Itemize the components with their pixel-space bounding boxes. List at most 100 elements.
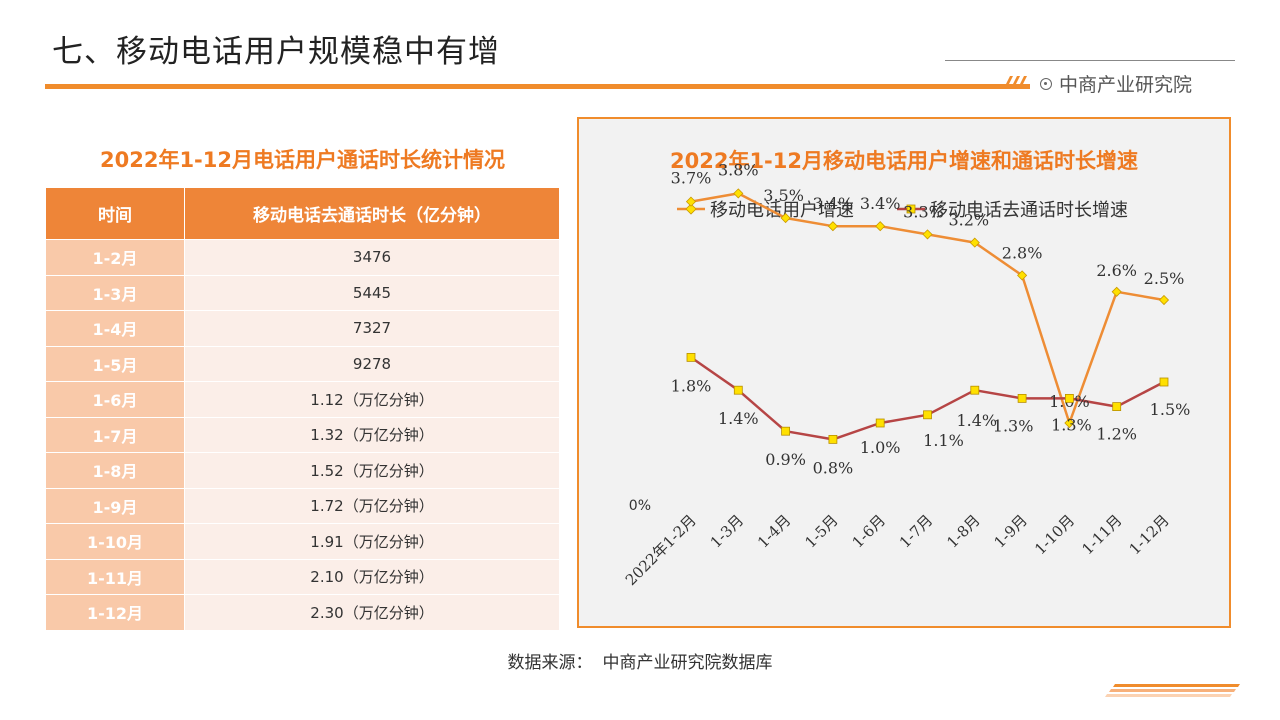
data-point bbox=[1064, 393, 1074, 403]
table-row: 1-9月 1.72（万亿分钟） bbox=[45, 487, 560, 524]
row-duration-value: 1.12（万亿分钟） bbox=[184, 381, 560, 418]
row-duration-value: 1.52（万亿分钟） bbox=[184, 452, 560, 489]
title-underline bbox=[45, 84, 1030, 89]
data-label: 3.7% bbox=[671, 169, 712, 188]
data-label: 0.8% bbox=[813, 458, 854, 477]
row-month: 1-4月 bbox=[45, 310, 185, 347]
row-month: 1-9月 bbox=[45, 487, 185, 524]
data-point bbox=[923, 410, 932, 420]
data-label: 2.6% bbox=[1096, 261, 1137, 280]
row-duration-value: 5445 bbox=[184, 274, 560, 311]
data-source: 数据来源： 中商产业研究院数据库 bbox=[0, 648, 1280, 673]
row-duration-value: 9278 bbox=[184, 345, 560, 382]
table-row: 1-5月 9278 bbox=[45, 345, 560, 382]
data-label: 1.3% bbox=[993, 416, 1034, 435]
table-row: 1-8月 1.52（万亿分钟） bbox=[45, 452, 560, 489]
data-label: 2.5% bbox=[1144, 269, 1185, 288]
table-row: 1-10月 1.91（万亿分钟） bbox=[45, 523, 560, 560]
legend-label-duration-growth: 移动电话去通话时长增速 bbox=[930, 200, 1128, 221]
x-tick-label: 1-7月 bbox=[896, 511, 936, 551]
data-point bbox=[781, 426, 791, 436]
header-stripes bbox=[1004, 76, 1027, 88]
data-label: 3.2% bbox=[948, 211, 989, 230]
series-line bbox=[690, 192, 1165, 425]
data-point bbox=[780, 212, 791, 224]
table-row: 1-7月 1.32（万亿分钟） bbox=[45, 416, 560, 453]
table-row: 1-11月 2.10（万亿分钟） bbox=[45, 558, 560, 595]
plot-area: 3.7%3.8%3.5%3.4%3.4%3.3%3.2%2.8%1.0%2.6%… bbox=[622, 160, 1191, 589]
data-point bbox=[828, 434, 838, 444]
brand-circle-icon bbox=[1040, 77, 1052, 90]
x-tick-label: 1-6月 bbox=[849, 511, 889, 551]
data-point bbox=[1111, 286, 1122, 297]
row-month: 1-11月 bbox=[45, 558, 185, 595]
row-duration-value: 3476 bbox=[184, 239, 560, 276]
x-tick-label: 2022年1-2月 bbox=[622, 511, 700, 589]
table-header-time: 时间 bbox=[45, 187, 185, 240]
data-point bbox=[875, 221, 886, 232]
source-label: 数据来源： bbox=[507, 653, 593, 673]
brand-logo: 中商产业研究院 bbox=[1040, 70, 1192, 97]
header-thin-rule bbox=[945, 60, 1235, 61]
row-month: 1-3月 bbox=[45, 274, 185, 311]
row-duration-value: 1.72（万亿分钟） bbox=[184, 487, 560, 524]
row-duration-value: 2.30（万亿分钟） bbox=[184, 594, 560, 631]
legend-label-user-growth: 移动电话用户增速 bbox=[710, 200, 854, 221]
page-title: 七、移动电话用户规模稳中有增 bbox=[52, 34, 500, 70]
row-month: 1-7月 bbox=[45, 416, 185, 453]
data-point bbox=[875, 418, 885, 428]
row-month: 1-6月 bbox=[45, 381, 185, 418]
data-point bbox=[1017, 393, 1027, 403]
data-label: 0.9% bbox=[765, 450, 806, 469]
data-label: 1.2% bbox=[1096, 425, 1137, 444]
data-label: 1.4% bbox=[956, 411, 997, 430]
data-label: 1.0% bbox=[860, 438, 901, 457]
data-point bbox=[1017, 270, 1028, 281]
y-axis-zero-label: 0% bbox=[629, 498, 651, 514]
data-point bbox=[1112, 402, 1122, 412]
table-body: 1-2月 3476 1-3月 5445 1-4月 7327 1-5月 9278 1-6月 1.12… bbox=[45, 239, 560, 631]
table-header-row: 时间 移动电话去通话时长（亿分钟） bbox=[45, 187, 560, 240]
call-duration-table: 时间 移动电话去通话时长（亿分钟） 1-2月 3476 1-3月 5445 1-4月 73… bbox=[45, 187, 560, 631]
row-month: 1-10月 bbox=[45, 523, 185, 560]
row-duration-value: 1.32（万亿分钟） bbox=[184, 416, 560, 453]
table-header-duration: 移动电话去通话时长（亿分钟） bbox=[184, 187, 560, 240]
legend-marker-duration-growth bbox=[906, 204, 916, 214]
x-tick-label: 1-10月 bbox=[1031, 511, 1078, 558]
table-title: 2022年1-12月电话用户通话时长统计情况 bbox=[100, 148, 505, 172]
chart-panel: 2022年1-12月移动电话用户增速和通话时长增速 移动电话用户增速 移动电话去… bbox=[577, 117, 1231, 628]
row-month: 1-2月 bbox=[45, 239, 185, 276]
x-tick-label: 1-12月 bbox=[1126, 511, 1173, 558]
data-point bbox=[733, 385, 743, 395]
data-point bbox=[1064, 417, 1075, 429]
data-point bbox=[686, 352, 696, 362]
row-month: 1-5月 bbox=[45, 345, 185, 382]
chart-title: 2022年1-12月移动电话用户增速和通话时长增速 bbox=[670, 149, 1138, 173]
table-row: 1-3月 5445 bbox=[45, 274, 560, 311]
data-point bbox=[1158, 294, 1170, 306]
table-row: 1-4月 7327 bbox=[45, 310, 560, 347]
data-label: 1.5% bbox=[1150, 400, 1191, 419]
x-tick-label: 1-9月 bbox=[991, 511, 1031, 551]
data-label: 1.8% bbox=[671, 376, 712, 395]
brand-name: 中商产业研究院 bbox=[1059, 74, 1193, 96]
data-label: 3.4% bbox=[860, 194, 901, 213]
x-tick-label: 1-3月 bbox=[707, 511, 747, 551]
x-tick-label: 1-11月 bbox=[1078, 511, 1125, 558]
corner-stripes bbox=[1105, 684, 1240, 697]
data-point bbox=[969, 237, 980, 248]
data-label: 3.8% bbox=[718, 160, 759, 179]
data-point bbox=[827, 221, 838, 232]
series-line bbox=[690, 356, 1165, 441]
data-label: 1.4% bbox=[718, 409, 759, 428]
data-point bbox=[1159, 377, 1169, 387]
data-point bbox=[922, 229, 933, 240]
data-point bbox=[685, 196, 697, 207]
table-row: 1-2月 3476 bbox=[45, 239, 560, 276]
table-row: 1-6月 1.12（万亿分钟） bbox=[45, 381, 560, 418]
row-duration-value: 1.91（万亿分钟） bbox=[184, 523, 560, 560]
x-tick-label: 1-4月 bbox=[754, 511, 794, 551]
table-row: 1-12月 2.30（万亿分钟） bbox=[45, 594, 560, 631]
data-label: 3.5% bbox=[763, 186, 804, 205]
source-value: 中商产业研究院数据库 bbox=[602, 653, 773, 673]
